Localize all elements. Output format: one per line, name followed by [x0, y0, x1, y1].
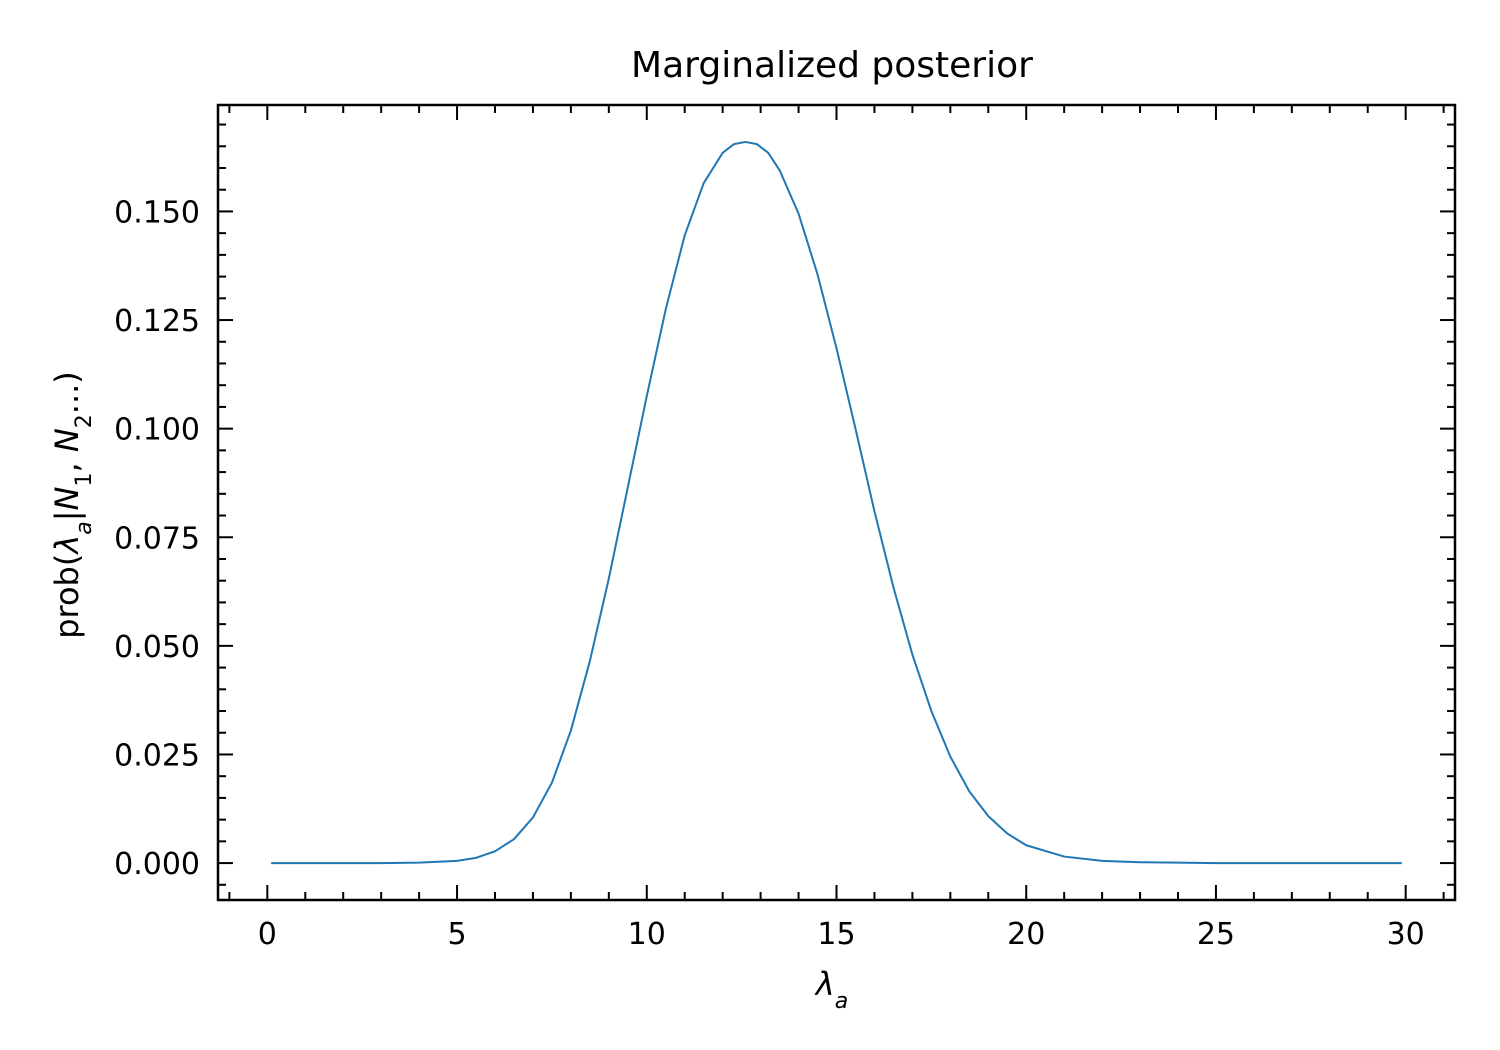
chart-title: Marginalized posterior [631, 45, 1033, 86]
x-tick-label: 0 [258, 917, 277, 952]
y-tick-label: 0.150 [114, 195, 200, 230]
y-tick-label: 0.075 [114, 521, 200, 556]
x-tick-label: 30 [1387, 917, 1425, 952]
y-axis-label: prob(λa|N1, N2...) [48, 371, 97, 639]
y-tick-label: 0.050 [114, 630, 200, 665]
series-line-0 [271, 140, 1402, 865]
axis-ticks [218, 105, 1455, 900]
x-tick-label: 20 [1007, 917, 1045, 952]
x-tick-label: 10 [628, 917, 666, 952]
x-tick-label: 25 [1197, 917, 1235, 952]
plot-area [216, 103, 1457, 902]
y-tick-label: 0.100 [114, 413, 200, 448]
y-tick-label: 0.000 [114, 847, 200, 882]
x-tick-label: 15 [817, 917, 855, 952]
y-tick-label: 0.025 [114, 738, 200, 773]
plot-frame [216, 103, 1457, 902]
tick-labels: 0 5 10 15 20 25 30 0.000 0.025 0.050 0.075 0.100 0.1… [114, 195, 1425, 952]
x-tick-label: 5 [448, 917, 467, 952]
y-tick-label: 0.125 [114, 304, 200, 339]
x-axis-label: λa [814, 965, 848, 1014]
